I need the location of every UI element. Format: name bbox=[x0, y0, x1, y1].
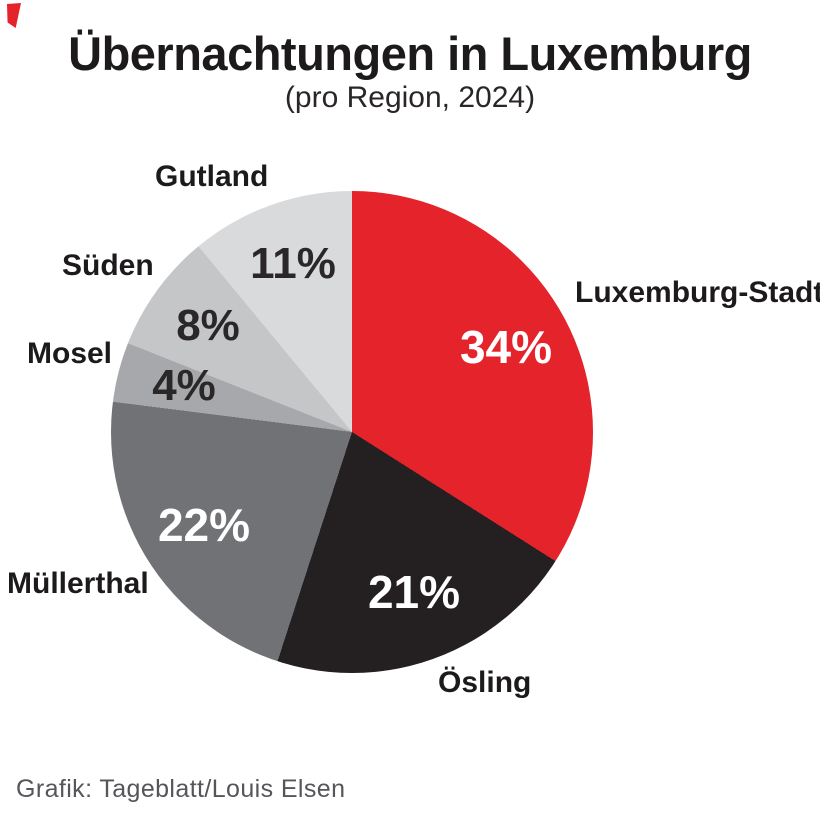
slice-label-suden: Süden bbox=[62, 249, 154, 282]
slice-value-mullerthal: 22% bbox=[157, 499, 251, 551]
chart-subtitle: (pro Region, 2024) bbox=[284, 81, 536, 114]
slice-label-mullerthal: Müllerthal bbox=[7, 567, 149, 600]
pie-chart bbox=[111, 191, 593, 673]
chart-title: Übernachtungen in Luxemburg bbox=[68, 27, 752, 80]
slice-value-osling: 21% bbox=[367, 566, 461, 618]
slice-value-suden: 8% bbox=[176, 301, 240, 350]
slice-label-osling: Ösling bbox=[438, 666, 532, 699]
red-corner-brand-mark bbox=[7, 3, 21, 28]
slice-label-luxemburg-stadt: Luxemburg-Stadt bbox=[575, 276, 820, 309]
slice-value-mosel: 4% bbox=[152, 361, 216, 410]
slice-value-luxemburg-stadt: 34% bbox=[459, 321, 553, 373]
slice-label-mosel: Mosel bbox=[27, 337, 113, 370]
slice-label-gutland: Gutland bbox=[155, 160, 269, 193]
slice-value-gutland: 11% bbox=[250, 239, 336, 288]
credit-line: Grafik: Tageblatt/Louis Elsen bbox=[16, 775, 346, 803]
